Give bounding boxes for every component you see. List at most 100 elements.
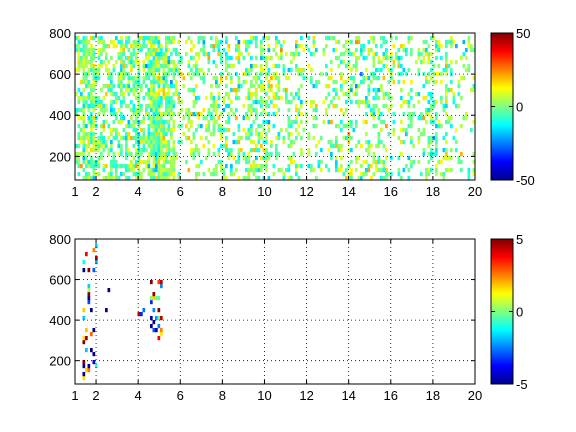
heatmap-cell	[252, 108, 256, 113]
heatmap-cell	[237, 44, 241, 49]
heatmap-cell	[202, 80, 206, 85]
heatmap-cell	[137, 144, 141, 149]
heatmap-cell	[120, 88, 123, 93]
heatmap-cell	[345, 108, 348, 113]
heatmap-cell	[152, 148, 156, 153]
heatmap-cell	[445, 148, 448, 153]
heatmap-cell	[157, 64, 161, 69]
heatmap-cell	[325, 44, 328, 49]
heatmap-cell	[257, 168, 261, 173]
heatmap-cell	[435, 116, 438, 121]
heatmap-cell	[137, 68, 141, 73]
heatmap-cell	[330, 36, 333, 41]
heatmap-cell	[207, 152, 211, 157]
heatmap-cell	[145, 36, 148, 41]
heatmap-cell	[422, 128, 426, 133]
heatmap-cell	[262, 68, 266, 73]
heatmap-cell	[467, 64, 471, 69]
heatmap-cell	[190, 88, 193, 93]
heatmap-cell	[460, 96, 463, 101]
heatmap-cell	[225, 92, 228, 97]
heatmap-cell	[260, 80, 263, 85]
heatmap-cell	[145, 108, 148, 113]
heatmap-cell	[355, 60, 358, 65]
heatmap-cell	[87, 160, 91, 165]
heatmap-cell	[377, 132, 381, 137]
heatmap-cell	[147, 88, 151, 93]
heatmap-cell	[77, 164, 81, 169]
heatmap-cell	[110, 168, 113, 173]
heatmap-cell	[360, 100, 363, 105]
heatmap-cell	[90, 56, 93, 61]
heatmap-cell	[235, 88, 238, 93]
heatmap-cell	[105, 164, 108, 169]
heatmap-cell	[372, 40, 376, 45]
heatmap-cell	[232, 64, 236, 69]
heatmap-cell	[247, 40, 251, 45]
heatmap-cell	[247, 136, 251, 141]
heatmap-cell	[90, 332, 93, 337]
heatmap-cell	[137, 160, 141, 165]
heatmap-cell	[132, 40, 136, 45]
heatmap-cell	[152, 120, 156, 125]
heatmap-cell	[145, 140, 148, 145]
heatmap-cell	[137, 44, 141, 49]
heatmap-cell	[157, 76, 161, 81]
heatmap-cell	[387, 56, 391, 61]
heatmap-cell	[322, 48, 326, 53]
heatmap-cell	[235, 56, 238, 61]
heatmap-cell	[125, 176, 128, 181]
heatmap-cell	[155, 136, 158, 141]
heatmap-cell	[270, 84, 273, 89]
heatmap-cell	[470, 48, 473, 53]
heatmap-cell	[180, 56, 183, 61]
heatmap-cell	[197, 96, 201, 101]
heatmap-cell	[180, 140, 183, 145]
heatmap-cell	[97, 160, 101, 165]
heatmap-cell	[120, 36, 123, 41]
heatmap-cell	[225, 176, 228, 181]
heatmap-cell	[137, 132, 141, 137]
heatmap-cell	[85, 56, 88, 61]
heatmap-cell	[147, 128, 151, 133]
heatmap-cell	[212, 60, 216, 65]
heatmap-cell	[122, 100, 126, 105]
heatmap-cell	[435, 48, 438, 53]
heatmap-cell	[410, 88, 413, 93]
heatmap-cell	[120, 56, 123, 61]
heatmap-cell	[112, 120, 116, 125]
heatmap-cell	[112, 92, 116, 97]
y-tick-label: 600	[49, 273, 71, 288]
x-tick-label: 8	[219, 184, 226, 199]
x-tick-label: 6	[177, 388, 184, 403]
heatmap-cell	[130, 56, 133, 61]
heatmap-cell	[115, 60, 118, 65]
heatmap-cell	[325, 64, 328, 69]
heatmap-cell	[250, 104, 253, 109]
heatmap-cell	[430, 52, 433, 57]
heatmap-cell	[255, 112, 258, 117]
heatmap-cell	[250, 80, 253, 85]
heatmap-cell	[367, 144, 371, 149]
heatmap-cell	[367, 168, 371, 173]
heatmap-cell	[347, 52, 351, 57]
x-tick-label: 16	[384, 184, 398, 199]
heatmap-cell	[287, 108, 291, 113]
heatmap-cell	[265, 56, 268, 61]
heatmap-cell	[405, 72, 408, 77]
x-tick-label: 1	[71, 388, 78, 403]
heatmap-cell	[335, 140, 338, 145]
heatmap-cell	[420, 116, 423, 121]
heatmap-cell	[345, 40, 348, 45]
heatmap-cell	[110, 112, 113, 117]
heatmap-cell	[107, 124, 111, 129]
heatmap-cell	[162, 140, 166, 145]
heatmap-cell	[255, 56, 258, 61]
heatmap-cell	[185, 160, 188, 165]
heatmap-cell	[147, 48, 151, 53]
heatmap-cell	[332, 104, 336, 109]
heatmap-cell	[427, 56, 431, 61]
heatmap-cell	[262, 140, 266, 145]
heatmap-cell	[112, 100, 116, 105]
heatmap-cell	[117, 72, 121, 77]
